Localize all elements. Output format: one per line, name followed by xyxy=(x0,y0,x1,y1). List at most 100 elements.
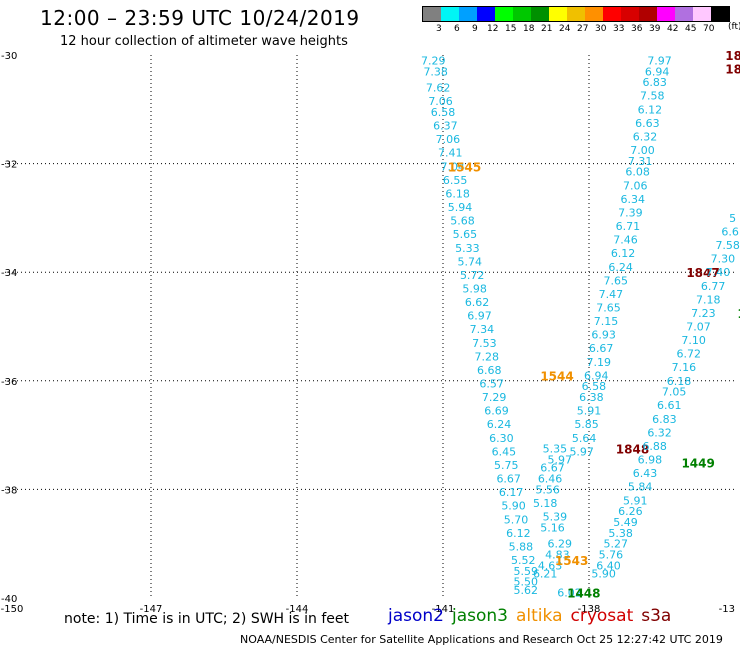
wave-height-value: 6.67 xyxy=(540,462,565,475)
wave-height-value: 7.29 xyxy=(421,54,446,67)
footnote: note: 1) Time is in UTC; 2) SWH is in fe… xyxy=(64,611,350,627)
wave-height-value: 7.06 xyxy=(428,95,453,108)
legend-tick-label: 45 xyxy=(685,24,697,34)
wave-height-value: 6.67 xyxy=(589,342,614,355)
wave-height-value: 6.97 xyxy=(467,310,492,323)
wave-height-value: 6.94 xyxy=(584,369,609,382)
lon-tick-label: -141 xyxy=(432,604,455,615)
wave-height-value: 5.56 xyxy=(535,483,560,496)
lon-tick-label: -147 xyxy=(140,604,163,615)
wave-height-value: 6.93 xyxy=(591,329,616,342)
wave-height-value: 6.94 xyxy=(645,65,670,78)
page-title: 12:00 – 23:59 UTC 10/24/2019 xyxy=(40,6,360,30)
satellite-legend: jason2 jason3 altika cryosat s3a xyxy=(388,606,679,626)
satellite-tracks: 7.297.387.627.066.586.377.067.417.046.55… xyxy=(421,49,740,601)
legend-swatch xyxy=(549,7,567,21)
lon-tick-label: -138 xyxy=(578,604,601,615)
legend-swatch xyxy=(693,7,711,21)
wave-height-value: 6.37 xyxy=(433,120,458,133)
wave-height-value: 7.30 xyxy=(711,253,736,266)
wave-height-value: 6.21 xyxy=(533,568,558,581)
track-time-label: 1545 xyxy=(448,160,481,174)
wave-height-value: 7.47 xyxy=(599,288,624,301)
wave-height-value: 6.98 xyxy=(638,454,663,467)
wave-height-value: 6.45 xyxy=(492,445,517,458)
lon-tick-label: -144 xyxy=(286,604,309,615)
lon-tick-label: -150 xyxy=(1,604,24,615)
track-jason3-1449: 56.67.587.307.406.777.187.237.077.106.72… xyxy=(591,212,740,581)
wave-height-value: 7.39 xyxy=(618,206,643,219)
lat-tick-label: -38 xyxy=(1,485,17,496)
lat-tick-label: -30 xyxy=(1,51,17,62)
satellite-legend-altika: altika xyxy=(516,606,563,626)
wave-height-value: 7.65 xyxy=(596,301,621,314)
legend-swatch xyxy=(423,7,441,21)
grid-lines xyxy=(5,55,735,598)
legend-swatch xyxy=(603,7,621,21)
track-time-label: 1846 xyxy=(725,63,740,77)
wave-height-value: 6.6 xyxy=(721,225,739,238)
wave-height-value: 5.39 xyxy=(543,511,568,524)
color-scale-unit: (ft) xyxy=(728,22,740,32)
wave-height-value: 6.71 xyxy=(616,220,641,233)
legend-tick-label: 21 xyxy=(541,24,553,34)
wave-height-value: 7.58 xyxy=(640,90,665,103)
wave-height-value: 6.12 xyxy=(506,527,531,540)
wave-height-value: 5.70 xyxy=(504,513,529,526)
wave-height-value: 7.28 xyxy=(475,350,500,363)
wave-height-value: 5.33 xyxy=(455,242,480,255)
wave-height-value: 7.00 xyxy=(630,144,655,157)
wave-height-value: 5.49 xyxy=(613,516,638,529)
wave-height-value: 7.05 xyxy=(662,386,687,399)
wave-height-value: 6.34 xyxy=(621,193,646,206)
wave-height-value: 5.59 xyxy=(513,565,538,578)
wave-height-value: 7.06 xyxy=(436,133,461,146)
wave-height-value: 7.62 xyxy=(426,82,451,95)
track-time-label: 14 xyxy=(737,307,740,321)
wave-height-value: 5.84 xyxy=(628,481,653,494)
color-scale-bar xyxy=(422,6,730,22)
track-time-label: 1845 xyxy=(725,49,740,63)
wave-height-value: 5.85 xyxy=(574,418,599,431)
wave-height-value: 7.65 xyxy=(604,274,629,287)
track-altika-1544: 5.986.626.977.347.537.286.686.577.296.69… xyxy=(462,282,573,596)
wave-height-value: 6.18 xyxy=(445,187,470,200)
legend-swatch xyxy=(567,7,585,21)
wave-height-value: 5.72 xyxy=(460,269,485,282)
wave-height-value: 5.91 xyxy=(623,494,648,507)
wave-height-value: 5.65 xyxy=(453,228,478,241)
legend-tick-label: 24 xyxy=(559,24,571,34)
track-time-label: 1847 xyxy=(686,266,719,280)
track-time-label: 1448 xyxy=(567,587,600,601)
wave-height-value: 5.68 xyxy=(450,215,475,228)
wave-height-value: 6.83 xyxy=(652,413,677,426)
color-scale-ticks: 3 6 9 12 15 18 21 24 27 30 33 36 39 42 45 70 xyxy=(422,22,730,36)
wave-height-value: 7.10 xyxy=(681,334,706,347)
wave-height-value: 6.40 xyxy=(596,559,621,572)
legend-tick-label: 36 xyxy=(631,24,643,34)
wave-height-value: 5.18 xyxy=(533,497,558,510)
wave-height-value: 7.29 xyxy=(482,391,507,404)
legend-swatch xyxy=(675,7,693,21)
satellite-legend-cryosat: cryosat xyxy=(570,606,634,626)
wave-height-value: 4.63 xyxy=(538,559,563,572)
wave-height-value: 7.46 xyxy=(613,234,638,247)
wave-height-value: 6.18 xyxy=(667,375,692,388)
legend-swatch xyxy=(585,7,603,21)
wave-height-value: 6.88 xyxy=(642,440,667,453)
wave-height-value: 7.58 xyxy=(715,239,740,252)
legend-tick-label: 15 xyxy=(505,24,517,34)
wave-height-value: 6.02 xyxy=(557,587,582,600)
wave-height-value: 6.12 xyxy=(638,103,663,116)
satellite-legend-jason3: jason3 xyxy=(452,606,508,626)
wave-height-value: 5.91 xyxy=(577,405,602,418)
wave-height-value: 6.69 xyxy=(484,405,509,418)
legend-tick-label: 27 xyxy=(577,24,589,34)
legend-tick-label: 12 xyxy=(487,24,499,34)
legend-swatch xyxy=(477,7,495,21)
satellite-legend-s3a: s3a xyxy=(641,606,672,626)
legend-swatch xyxy=(495,7,513,21)
